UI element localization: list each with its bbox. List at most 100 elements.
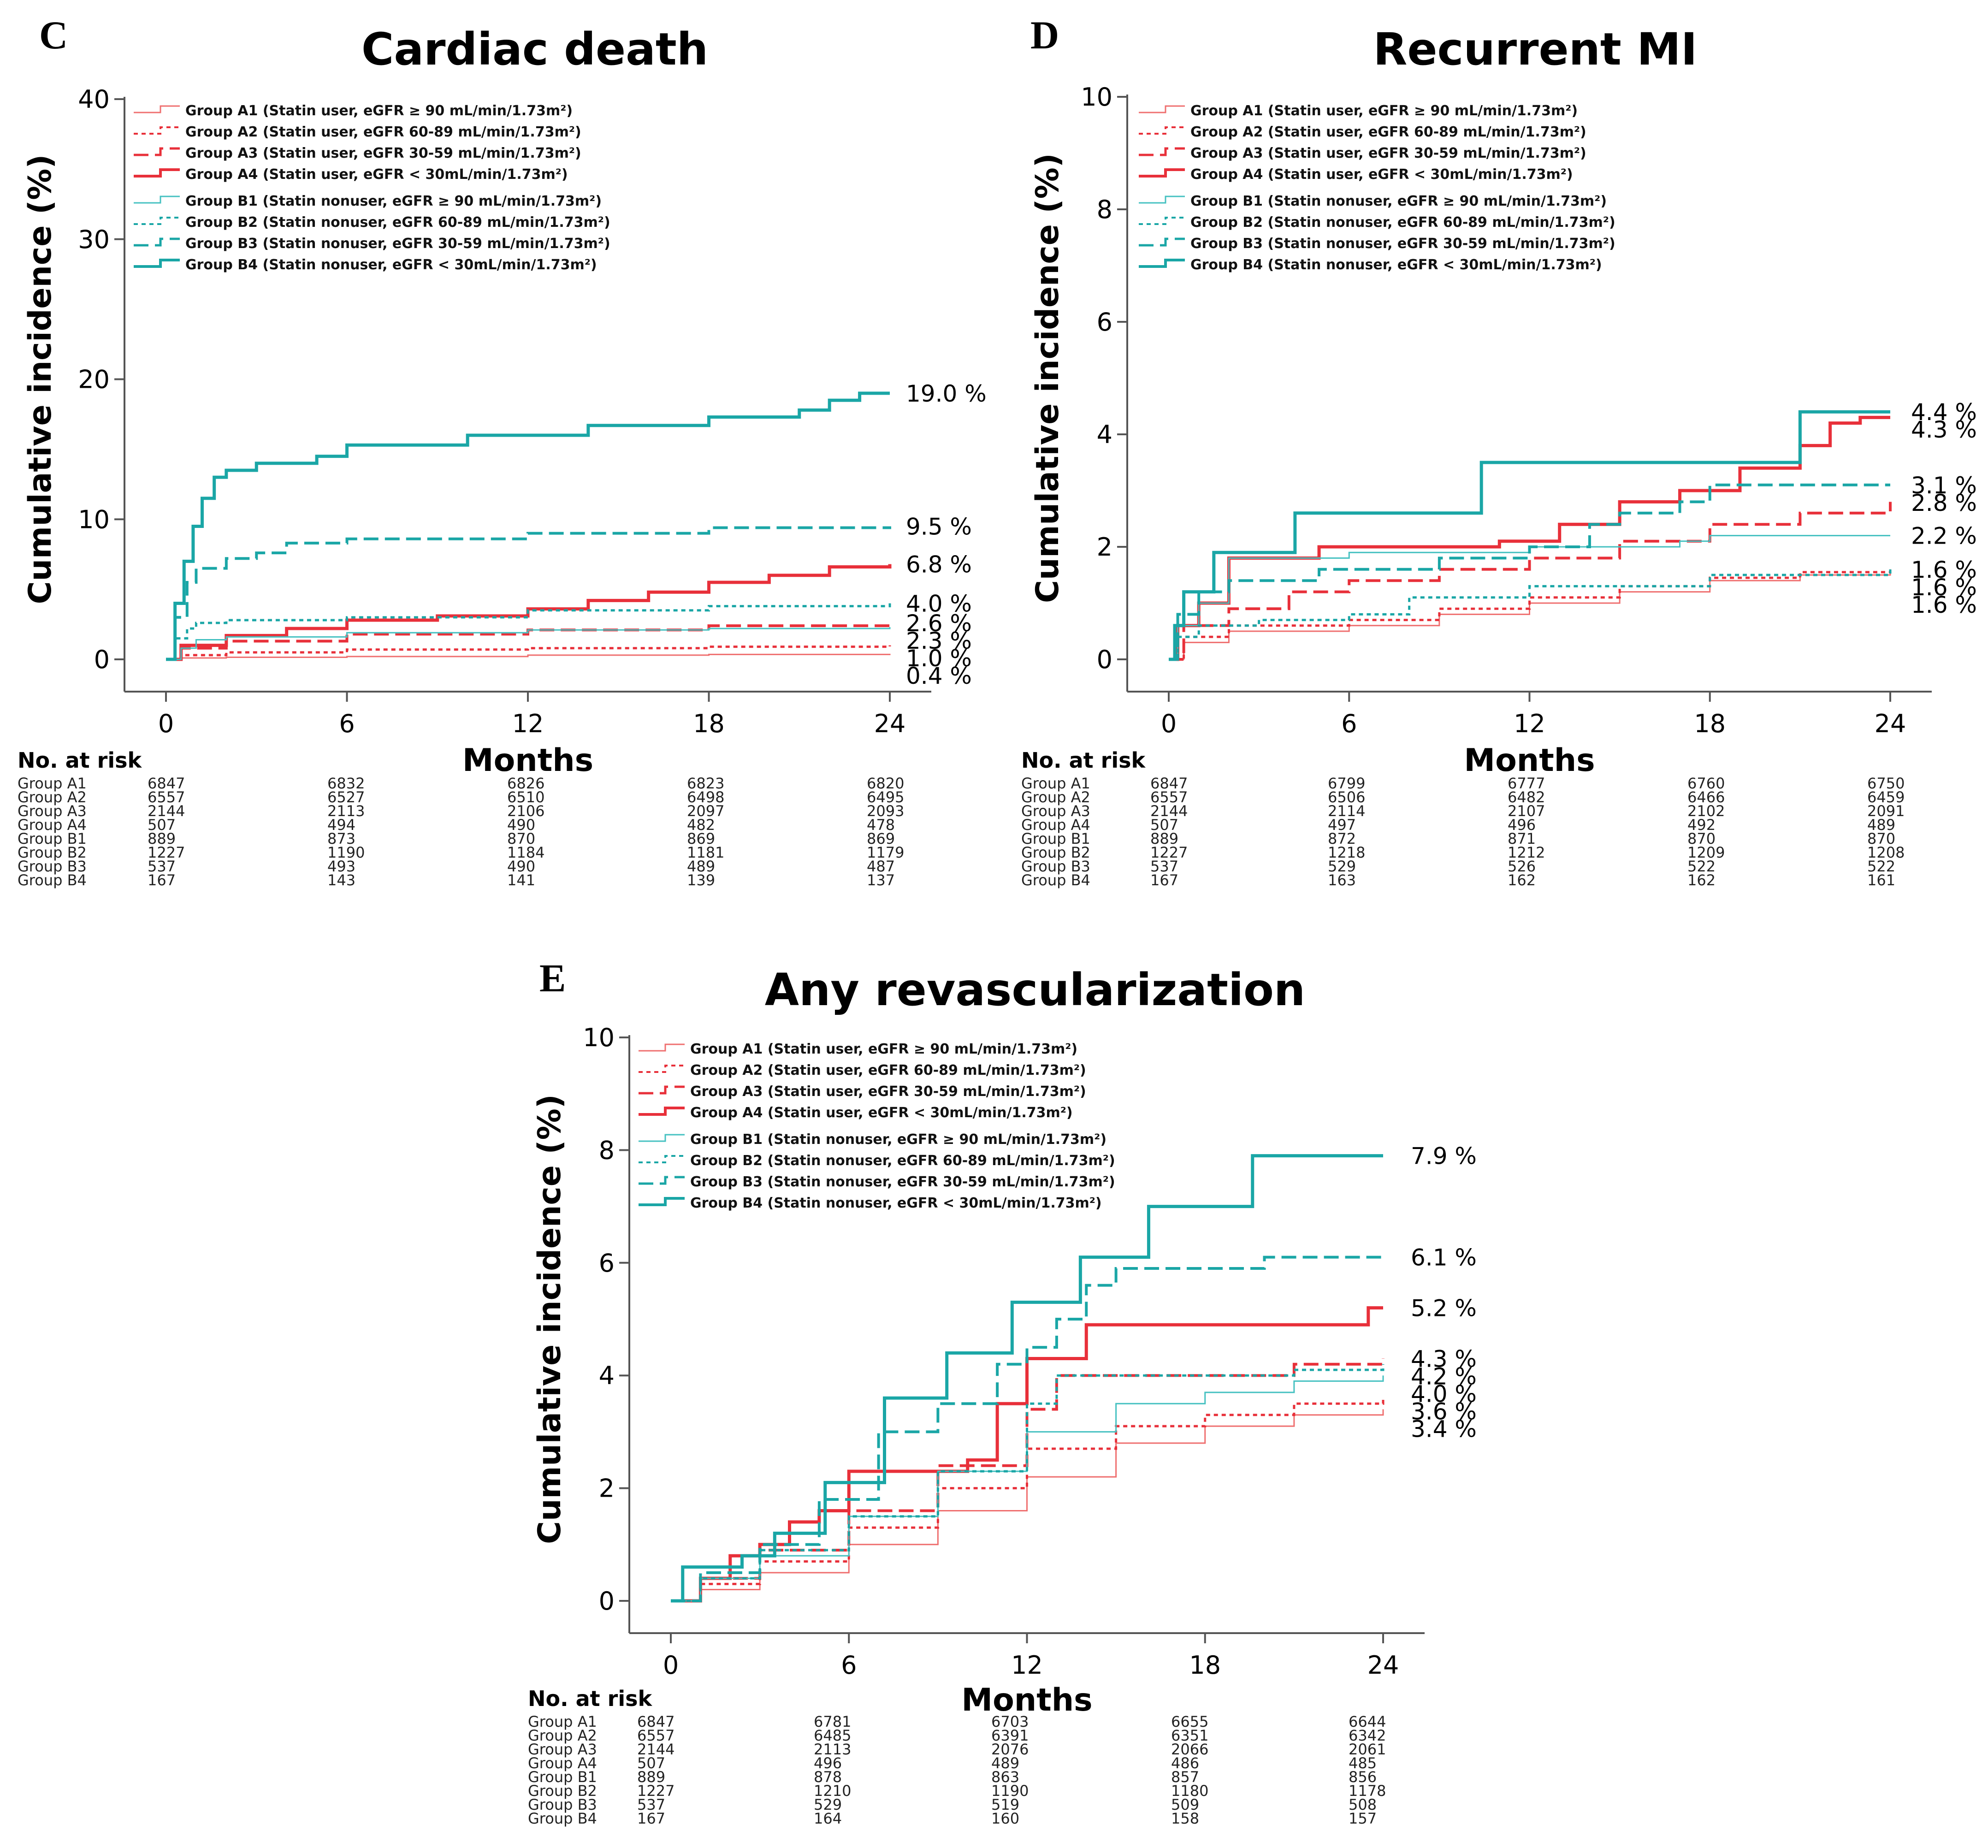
panel-d-risk-cell: 6459 (1867, 788, 1905, 806)
panel-c-title: Cardiac death (361, 24, 708, 75)
panel-e-end-label-group-b4: 7.9 % (1411, 1143, 1477, 1170)
panel-e-letter: E (539, 956, 566, 1000)
panel-d-y-tick-label: 4 (1097, 420, 1112, 449)
panel-e-y-tick-label: 6 (599, 1249, 615, 1278)
panel-d-end-label-group-a1: 1.6 % (1911, 557, 1977, 583)
panel-e-risk-cell: 519 (991, 1796, 1019, 1813)
panel-e-legend-swatch-5 (639, 1155, 685, 1163)
panel-e-end-label-group-b1: 4.0 % (1411, 1381, 1477, 1408)
panel-c-risk-cell: 489 (687, 858, 715, 875)
panel-c-risk-cell: 889 (148, 830, 176, 847)
panel-d-risk-cell: 162 (1687, 871, 1716, 889)
panel-c-legend-label-0: Group A1 (Statin user, eGFR ≥ 90 mL/min/… (185, 103, 573, 119)
panel-c-risk-cell: 870 (507, 830, 535, 847)
panel-d-end-label-group-b3: 3.1 % (1911, 472, 1977, 499)
panel-d-risk-cell: 1208 (1867, 844, 1905, 861)
panel-e-risk-cell: 2144 (637, 1741, 674, 1758)
panel-e-legend-swatch-2 (639, 1085, 685, 1095)
panel-c-risk-cell: 143 (327, 871, 355, 889)
panel-d-risk-cell: 2144 (1150, 802, 1188, 820)
panel-c-legend-swatch-1 (134, 126, 180, 135)
panel-e-legend-label-5: Group B2 (Statin nonuser, eGFR 60-89 mL/… (690, 1153, 1115, 1169)
panel-d-risk-cell: 6482 (1508, 788, 1545, 806)
panel-c-end-label-group-b4: 19.0 % (906, 380, 987, 407)
panel-e-legend-label-0: Group A1 (Statin user, eGFR ≥ 90 mL/min/… (690, 1041, 1077, 1057)
panel-d-y-tick-label: 0 (1097, 645, 1112, 674)
panel-c-risk-cell: 537 (148, 858, 176, 875)
panel-d-risk-cell: 870 (1867, 830, 1895, 847)
panel-d-risk-cell: 167 (1150, 871, 1178, 889)
panel-d-series-group-a2 (1169, 569, 1892, 661)
panel-d-legend-label-1: Group A2 (Statin user, eGFR 60-89 mL/min… (1190, 124, 1586, 140)
panel-d-series-group-b3 (1169, 483, 1890, 661)
panel-d-legend-label-2: Group A3 (Statin user, eGFR 30-59 mL/min… (1190, 145, 1586, 161)
panel-e-end-label-group-b2: 4.2 % (1411, 1363, 1477, 1390)
panel-d-legend-swatch-2 (1139, 147, 1185, 156)
panel-c-legend-swatch-7 (134, 259, 180, 268)
panel-e-legend-swatch-3 (639, 1107, 685, 1116)
panel-d-end-label-group-a2: 1.6 % (1911, 574, 1977, 601)
panel-c-end-label-group-b1: 2.3 % (906, 628, 972, 654)
panel-e-risk-cell: 6655 (1171, 1713, 1208, 1730)
panel-d-legend-swatch-0 (1139, 105, 1185, 113)
panel-c-risk-group-group-b3: Group B3 (18, 858, 87, 875)
panel-d-risk-cell: 6777 (1508, 775, 1545, 792)
panel-e-legend-swatch-1 (639, 1065, 685, 1073)
panel-d-end-label-group-b2: 1.6 % (1911, 592, 1977, 618)
panel-c-risk-cell: 507 (148, 816, 176, 834)
panel-d-risk-cell: 161 (1867, 871, 1895, 889)
panel-c-risk-cell: 482 (687, 816, 715, 834)
panel-e-x-tick-label: 12 (1011, 1651, 1043, 1680)
panel-c-risk-cell: 478 (867, 816, 895, 834)
panel-d-risk-cell: 1209 (1687, 844, 1725, 861)
panel-d-risk-cell: 492 (1687, 816, 1716, 834)
panel-e-legend-swatch-4 (639, 1134, 685, 1142)
panel-e-risk-group-group-b1: Group B1 (528, 1768, 597, 1786)
panel-d-risk-cell: 162 (1508, 871, 1536, 889)
panel-c-y-tick-label: 20 (78, 365, 110, 394)
panel-c-legend-label-6: Group B3 (Statin nonuser, eGFR 30-59 mL/… (185, 236, 610, 252)
panel-d-x-axis-title: Months (1464, 742, 1595, 779)
panel-c-series-group-b3 (166, 526, 891, 661)
panel-c-risk-cell: 1181 (687, 844, 724, 861)
panel-c-x-tick-label: 6 (339, 709, 355, 738)
panel-d-series-group-b4 (1169, 410, 1890, 661)
panel-c-risk-cell: 1179 (867, 844, 904, 861)
panel-e-end-label-group-a4: 5.2 % (1411, 1295, 1477, 1322)
panel-d-legend-swatch-7 (1139, 259, 1185, 268)
panel-c-end-label-group-a3: 2.6 % (906, 610, 972, 637)
panel-e-risk-cell: 158 (1171, 1810, 1199, 1827)
panel-d-risk-group-group-a2: Group A2 (1021, 788, 1090, 806)
panel-c-series-group-b1 (166, 627, 891, 660)
panel-c-legend-swatch-0 (134, 105, 180, 113)
panel-e-legend-label-2: Group A3 (Statin user, eGFR 30-59 mL/min… (690, 1084, 1086, 1100)
panel-e-series-group-b3 (671, 1256, 1383, 1602)
panel-c: C Cardiac death 0 10 20 30 40 0 6 12 18 24 Cumulativ… (18, 13, 987, 889)
panel-c-risk-cell: 869 (687, 830, 715, 847)
panel-d-legend-label-6: Group B3 (Statin nonuser, eGFR 30-59 mL/… (1190, 236, 1615, 252)
panel-e-x-tick-label: 18 (1189, 1651, 1221, 1680)
panel-c-risk-cell: 490 (507, 816, 535, 834)
panel-e-risk-cell: 6644 (1349, 1713, 1386, 1730)
panel-d-risk-cell: 163 (1328, 871, 1356, 889)
panel-d-risk-group-group-a3: Group A3 (1021, 802, 1090, 820)
panel-e-risk-cell: 489 (991, 1754, 1019, 1772)
panel-e-risk-cell: 1180 (1171, 1782, 1208, 1800)
panel-d-series-group-a4 (1169, 415, 1890, 661)
panel-c-risk-cell: 6823 (687, 775, 724, 792)
panel-d-x-tick-label: 24 (1875, 709, 1906, 738)
panel-e-risk-group-group-b4: Group B4 (528, 1810, 597, 1827)
panel-e-risk-cell: 537 (637, 1796, 665, 1813)
panel-c-risk-group-group-b4: Group B4 (18, 871, 87, 889)
panel-c-risk-cell: 137 (867, 871, 895, 889)
panel-c-risk-group-group-b2: Group B2 (18, 844, 87, 861)
panel-d-x-tick-label: 6 (1341, 709, 1357, 738)
panel-e-y-tick-label: 10 (583, 1023, 615, 1052)
panel-d-risk-title: No. at risk (1021, 748, 1146, 773)
panel-d-legend-swatch-3 (1139, 168, 1185, 178)
panel-c-risk-cell: 6498 (687, 788, 724, 806)
panel-c-series-group-b4 (166, 391, 890, 661)
panel-c-end-label-group-b3: 9.5 % (906, 513, 972, 540)
